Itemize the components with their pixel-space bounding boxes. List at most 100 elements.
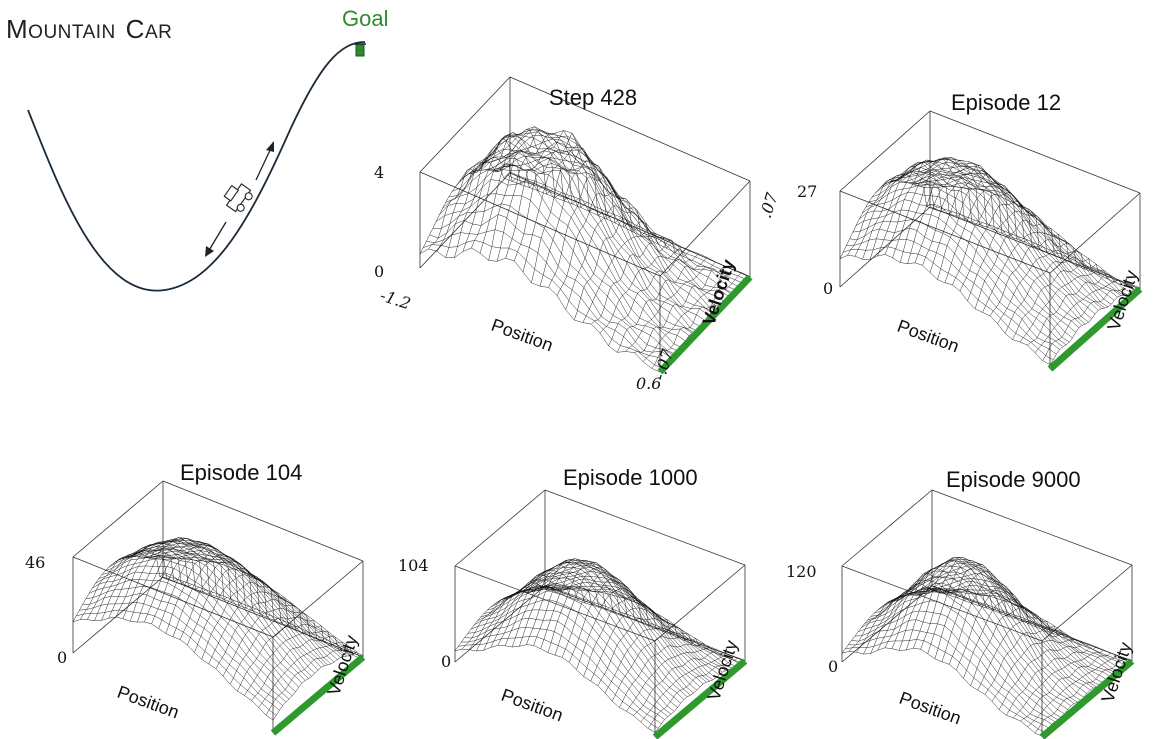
z-max-label: 46	[25, 553, 46, 572]
title-m: M	[6, 14, 29, 44]
z-max-label: 27	[797, 182, 818, 201]
mesh-line	[625, 261, 716, 352]
mesh-line	[229, 616, 321, 685]
mesh-line	[496, 157, 738, 291]
mesh-line	[533, 558, 624, 646]
mesh-line	[1034, 657, 1126, 734]
panel-title: Episode 9000	[946, 467, 1081, 492]
z-min-label: 0	[828, 657, 839, 676]
z-min-label: 0	[57, 648, 68, 667]
mesh-line	[862, 192, 1073, 338]
mesh-line	[215, 599, 307, 669]
box-edge	[929, 110, 1141, 194]
mesh-line	[500, 163, 741, 288]
box-edge	[1041, 564, 1133, 642]
mesh-line	[582, 235, 674, 323]
mesh-line	[897, 158, 1109, 308]
mesh-line	[877, 579, 968, 651]
mesh-line	[998, 643, 1090, 710]
mesh-line	[509, 171, 751, 277]
arrow-down	[207, 221, 227, 253]
box-edge	[654, 564, 746, 642]
surface-plot-episode-1000	[454, 489, 748, 739]
mesh-line	[474, 126, 715, 314]
mesh-line	[913, 557, 1004, 649]
mesh-line	[997, 249, 1088, 324]
mesh-line	[452, 148, 693, 334]
mesh-line	[888, 159, 1099, 311]
title-ar: AR	[144, 22, 173, 43]
mesh-line	[569, 579, 660, 663]
mountain-curve	[27, 41, 366, 292]
box-edge	[1049, 192, 1141, 274]
z-min-label: 0	[441, 652, 452, 671]
mesh-line	[913, 176, 1125, 296]
mesh-line	[864, 582, 1065, 715]
mesh-line	[984, 630, 1076, 695]
box-edge	[454, 585, 546, 663]
mesh-line	[597, 618, 689, 686]
title-c: C	[125, 14, 145, 44]
box-edge	[841, 489, 933, 567]
mesh-line	[619, 642, 710, 708]
surface-mesh	[72, 537, 364, 721]
mesh-line	[642, 269, 734, 362]
mesh-line	[604, 627, 696, 694]
mesh-line	[244, 631, 335, 696]
panel-title: Episode 104	[180, 460, 303, 485]
box-edge	[931, 489, 1133, 566]
mesh-line	[487, 141, 728, 296]
surface-mesh	[839, 157, 1141, 365]
figure-title: MOUNTAIN CAR	[6, 14, 172, 45]
panel-title: Episode 12	[951, 90, 1062, 115]
mesh-line	[903, 573, 1104, 683]
box-edge	[72, 576, 164, 654]
mesh-line	[159, 576, 360, 659]
mesh-line	[854, 610, 1056, 722]
mesh-line	[963, 598, 1054, 679]
box-edge	[544, 585, 746, 662]
mesh-line	[912, 585, 1113, 675]
box-edge	[544, 489, 746, 566]
mesh-line	[272, 651, 364, 721]
box-edge	[419, 172, 511, 269]
plot-box	[419, 76, 751, 373]
mesh-line	[884, 160, 1096, 315]
surface-mesh	[454, 558, 746, 733]
mesh-line	[934, 564, 1026, 659]
mesh-line	[140, 547, 341, 658]
mountain-car-diagram	[27, 41, 366, 292]
box-edge	[162, 480, 364, 562]
mesh-line	[1027, 655, 1118, 728]
mesh-line	[1034, 279, 1126, 353]
z-min-label: 0	[823, 279, 834, 298]
mesh-line	[929, 170, 1021, 273]
mesh-line	[916, 178, 1128, 295]
mesh-line	[532, 586, 733, 669]
mesh-line	[886, 558, 1088, 694]
surface-plot-step-428	[419, 76, 753, 375]
mesh-line	[514, 132, 605, 261]
panel-title: Step 428	[549, 85, 638, 110]
mesh-line	[101, 544, 192, 621]
velocity-axis-bar	[1039, 658, 1135, 739]
mesh-line	[1042, 283, 1133, 361]
mesh-line	[909, 581, 1110, 677]
mesh-line	[1012, 263, 1103, 340]
mesh-line	[538, 584, 739, 664]
mesh-line	[970, 608, 1061, 686]
mesh-line	[1019, 269, 1111, 343]
mesh-line	[156, 558, 357, 652]
box-edge	[931, 585, 1133, 662]
arrow-up	[255, 145, 273, 181]
mesh-line	[556, 190, 648, 296]
mesh-line	[143, 550, 344, 657]
car-icon	[223, 183, 253, 213]
mesh-line	[907, 168, 1118, 298]
mesh-line	[599, 248, 691, 334]
velocity-axis-bar	[1047, 286, 1143, 372]
mesh-line	[516, 571, 717, 678]
box-edge	[509, 172, 751, 278]
mesh-line	[910, 172, 1121, 296]
